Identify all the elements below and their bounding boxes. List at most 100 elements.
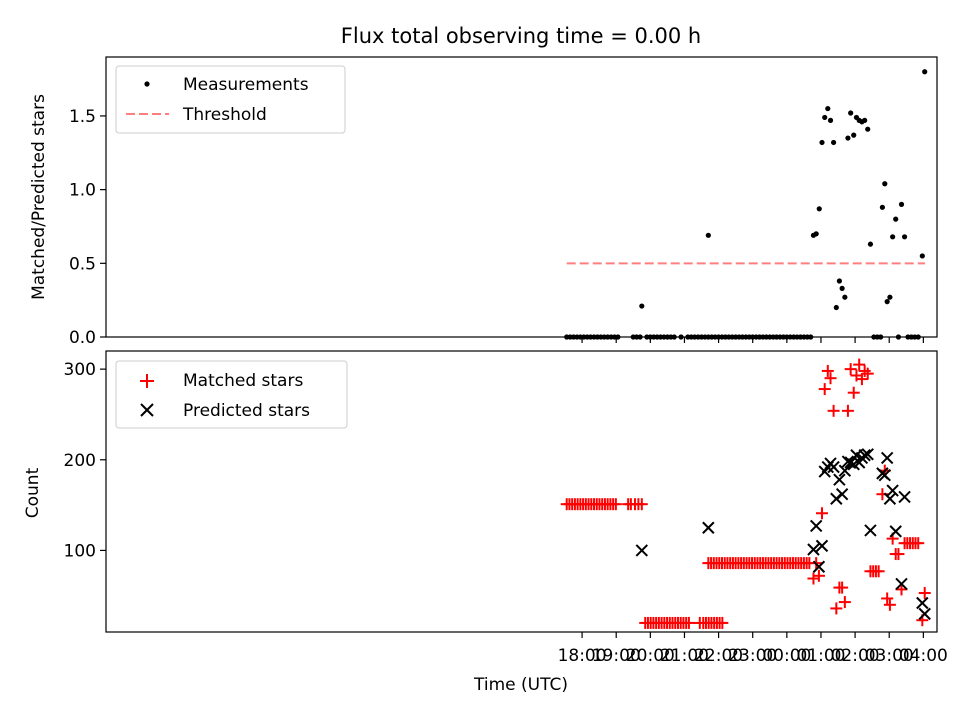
measurement-point (890, 234, 896, 240)
matched-star-point (861, 367, 874, 380)
matched-star-point (912, 537, 925, 550)
matched-star-point (836, 581, 849, 594)
legend-measurements-label: Measurements (183, 75, 309, 95)
top-legend-box (115, 65, 346, 134)
bottom-plot-frame (105, 350, 938, 633)
matched-star-point (844, 363, 857, 376)
measurement-point (919, 253, 925, 259)
x-tick-label: 21:00 (660, 646, 709, 666)
bottom-panel: 100 200 300 18:0019:0020:0021:0022:0023:00… (23, 350, 948, 695)
legend-predicted-label: Predicted stars (183, 401, 310, 421)
predicted-star-point (858, 449, 871, 462)
measurement-point (878, 334, 884, 340)
measurement-point (671, 334, 677, 340)
legend-measurements-marker (144, 81, 150, 87)
predicted-star-point (864, 524, 877, 537)
measurement-point (615, 334, 621, 340)
measurements-series (564, 69, 928, 340)
top-panel: 0.0 0.5 1.0 1.5 Matched/Predicted stars Mea… (29, 56, 938, 348)
matched-star-point (892, 548, 905, 561)
top-y-tick-label: 1.5 (69, 107, 96, 127)
matched-star-point (818, 383, 831, 396)
matched-star-point (635, 498, 648, 511)
measurement-point (836, 278, 842, 284)
measurement-point (865, 126, 871, 132)
x-tick-label: 01:00 (796, 646, 845, 666)
predicted-star-point (702, 521, 715, 534)
measurement-point (705, 232, 711, 238)
matched-star-point (853, 358, 866, 371)
x-tick-label: 18:00 (558, 646, 607, 666)
matched-star-point (838, 596, 851, 609)
measurement-point (851, 132, 857, 138)
predicted-star-point (918, 607, 931, 621)
top-y-tick-label: 0.5 (69, 254, 96, 274)
matched-star-point (821, 364, 834, 377)
predicted-star-point (833, 473, 846, 486)
matched-star-point (609, 498, 622, 511)
measurement-point (819, 139, 825, 146)
bottom-legend-box (115, 360, 348, 429)
predicted-star-point (889, 525, 902, 538)
x-tick-label: 20:00 (626, 646, 675, 666)
top-y-tick-label: 1.0 (69, 181, 96, 201)
legend-threshold-label: Threshold (182, 105, 267, 125)
bottom-legend: Matched stars Predicted stars (115, 360, 348, 429)
measurement-point (879, 204, 885, 210)
measurement-point (833, 304, 839, 311)
measurement-point (901, 234, 908, 240)
bottom-y-tick-label: 100 (64, 541, 96, 561)
measurement-point (813, 231, 819, 237)
bottom-y-axis-label: Count (23, 467, 43, 518)
matched-star-point (883, 598, 896, 611)
measurement-point (839, 285, 845, 291)
legend-matched-marker (140, 374, 154, 388)
predicted-star-point (878, 468, 891, 482)
predicted-stars-series (635, 448, 931, 621)
top-legend: Measurements Threshold (115, 65, 346, 134)
measurement-point (922, 69, 928, 75)
matched-star-point (895, 583, 908, 596)
predicted-star-point (880, 451, 894, 465)
predicted-star-point (861, 448, 874, 461)
predicted-star-point (635, 544, 649, 557)
measurement-point (827, 117, 834, 123)
matched-star-point (807, 572, 820, 585)
predicted-star-point (883, 492, 897, 505)
measurement-point (825, 105, 831, 112)
measurement-point (898, 201, 905, 207)
x-tick-label: 02:00 (831, 646, 880, 666)
predicted-star-point (827, 460, 840, 474)
matched-star-point (827, 404, 840, 417)
predicted-star-point (898, 490, 911, 504)
measurement-point (915, 334, 921, 340)
top-y-tick-label: 0.0 (69, 328, 96, 348)
measurement-point (893, 216, 899, 222)
x-tick-label: 04:00 (899, 646, 948, 666)
matched-stars-series (560, 358, 931, 629)
measurement-point (637, 334, 643, 340)
x-tick-label: 00:00 (762, 646, 811, 666)
x-tick-label: 23:00 (728, 646, 777, 666)
predicted-star-point (886, 484, 899, 497)
matched-star-point (824, 372, 837, 385)
matched-star-point (918, 587, 931, 600)
predicted-star-point (812, 560, 826, 573)
matched-star-point (716, 616, 729, 629)
measurement-point (678, 334, 684, 340)
predicted-star-point (809, 519, 823, 533)
matched-star-point (847, 386, 860, 399)
measurement-point (884, 299, 890, 305)
x-axis-label: Time (UTC) (473, 675, 568, 695)
measurement-point (842, 294, 848, 300)
measurement-point (882, 181, 888, 187)
predicted-star-point (895, 577, 908, 591)
matched-star-point (830, 602, 843, 615)
matched-star-point (682, 616, 695, 629)
measurement-point (887, 294, 893, 300)
bottom-y-tick-label: 300 (64, 360, 96, 380)
measurement-point (867, 241, 874, 247)
measurement-point (895, 334, 902, 340)
x-tick-label: 19:00 (592, 646, 641, 666)
